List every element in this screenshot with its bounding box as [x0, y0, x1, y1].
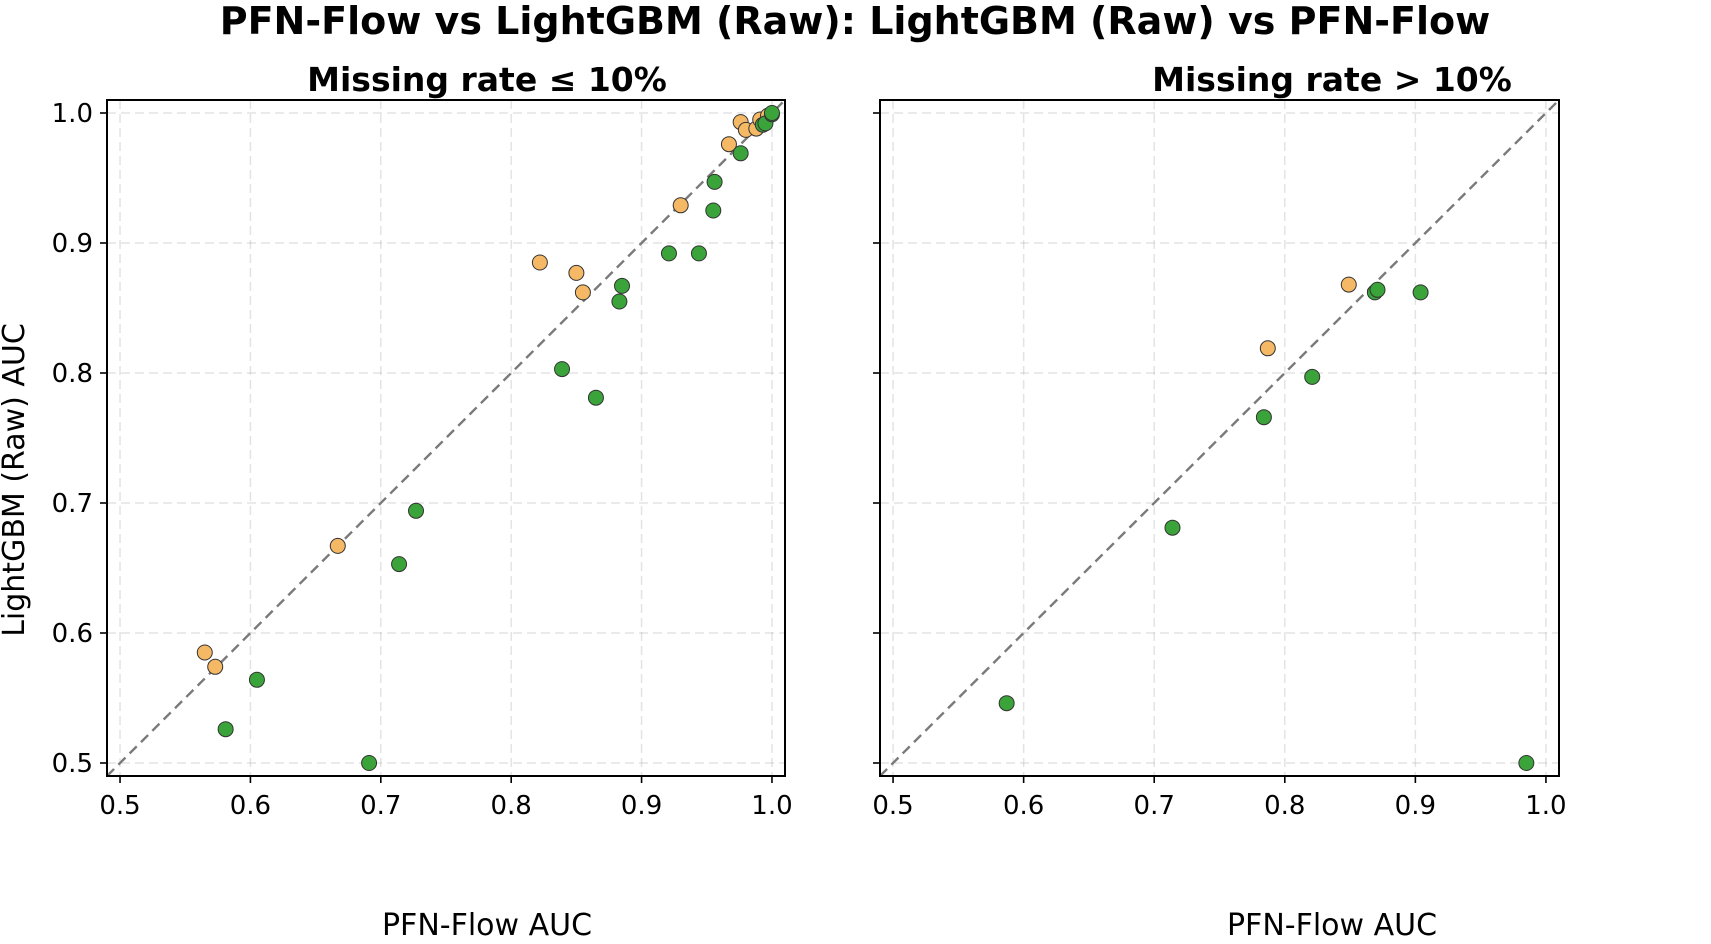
panel-title-missing-low: Missing rate ≤ 10% — [307, 60, 667, 99]
panel-missing-high: Missing rate > 10% 0.5 0.6 0.7 0.8 0.9 1.0 PF… — [872, 60, 1566, 943]
y-axis-ticks: 0.5 0.6 0.7 0.8 0.9 1.0 — [52, 99, 107, 779]
x-tick-label: 1.0 — [751, 791, 792, 821]
data-point-lgbm-better — [568, 264, 585, 281]
data-point-lgbm-better — [1340, 276, 1357, 293]
data-point-lgbm-better — [574, 284, 591, 301]
data-point-pfn-better — [391, 556, 408, 573]
figure-title: PFN-Flow vs LightGBM (Raw): LightGBM (Ra… — [220, 0, 1490, 43]
data-point-pfn-better — [217, 721, 234, 738]
data-point-pfn-better — [587, 389, 604, 406]
data-point-pfn-better — [1255, 409, 1272, 426]
data-point-lgbm-better — [720, 136, 737, 153]
x-tick-label: 0.9 — [621, 791, 662, 821]
data-point-pfn-better — [1412, 284, 1429, 301]
data-point-lgbm-better — [1259, 340, 1276, 357]
y-axis-label: LightGBM (Raw) AUC — [0, 323, 32, 637]
data-point-pfn-better — [248, 671, 265, 688]
y-tick-label: 1.0 — [52, 99, 93, 129]
x-axis-ticks: 0.5 0.6 0.7 0.8 0.9 1.0 — [99, 776, 793, 821]
data-point-pfn-better — [705, 202, 722, 219]
x-axis-label: PFN-Flow AUC — [1227, 908, 1437, 943]
data-point-pfn-better — [614, 277, 631, 294]
y-axis-ticks — [873, 112, 880, 764]
x-tick-label: 0.7 — [360, 791, 401, 821]
data-point-pfn-better — [706, 173, 723, 190]
scatter-points — [196, 105, 780, 771]
y-tick-label: 0.5 — [52, 749, 93, 779]
data-point-pfn-better — [1304, 368, 1321, 385]
data-point-pfn-better — [611, 293, 628, 310]
x-tick-label: 0.9 — [1395, 791, 1436, 821]
plot-frame — [106, 99, 786, 777]
x-tick-label: 0.8 — [1264, 791, 1305, 821]
data-point-lgbm-better — [531, 254, 548, 271]
x-tick-label: 0.5 — [872, 791, 913, 821]
data-point-pfn-better — [732, 145, 749, 162]
data-point-lgbm-better — [207, 658, 224, 675]
x-tick-label: 0.5 — [99, 791, 140, 821]
data-point-pfn-better — [998, 695, 1015, 712]
y-tick-label: 0.6 — [52, 619, 93, 649]
scatter-points — [998, 276, 1535, 771]
grid-lines — [107, 100, 785, 776]
panel-title-missing-high: Missing rate > 10% — [1152, 60, 1512, 99]
data-point-pfn-better — [690, 245, 707, 262]
data-point-lgbm-better — [329, 537, 346, 554]
data-point-pfn-better — [1369, 281, 1386, 298]
data-point-pfn-better — [763, 105, 780, 121]
plot-frame — [879, 99, 1560, 777]
x-tick-label: 0.6 — [1003, 791, 1044, 821]
panel-missing-low: Missing rate ≤ 10% 0.5 0.6 0.7 0.8 0.9 1.0 0.… — [0, 60, 793, 943]
data-point-pfn-better — [1164, 519, 1181, 536]
x-axis-label: PFN-Flow AUC — [382, 908, 592, 943]
x-axis-ticks: 0.5 0.6 0.7 0.8 0.9 1.0 — [872, 776, 1567, 821]
grid-lines — [880, 100, 1559, 776]
y-tick-label: 0.9 — [52, 229, 93, 259]
data-point-pfn-better — [660, 245, 677, 262]
x-tick-label: 0.8 — [491, 791, 532, 821]
data-point-pfn-better — [408, 502, 425, 519]
x-tick-label: 1.0 — [1525, 791, 1566, 821]
data-point-pfn-better — [361, 755, 378, 771]
y-tick-label: 0.8 — [52, 359, 93, 389]
data-point-lgbm-better — [672, 197, 689, 214]
x-tick-label: 0.7 — [1134, 791, 1175, 821]
data-point-pfn-better — [1518, 755, 1535, 771]
y-tick-label: 0.7 — [52, 489, 93, 519]
data-point-pfn-better — [554, 361, 571, 378]
x-tick-label: 0.6 — [230, 791, 271, 821]
data-point-lgbm-better — [196, 644, 213, 661]
identity-line — [879, 99, 1560, 777]
